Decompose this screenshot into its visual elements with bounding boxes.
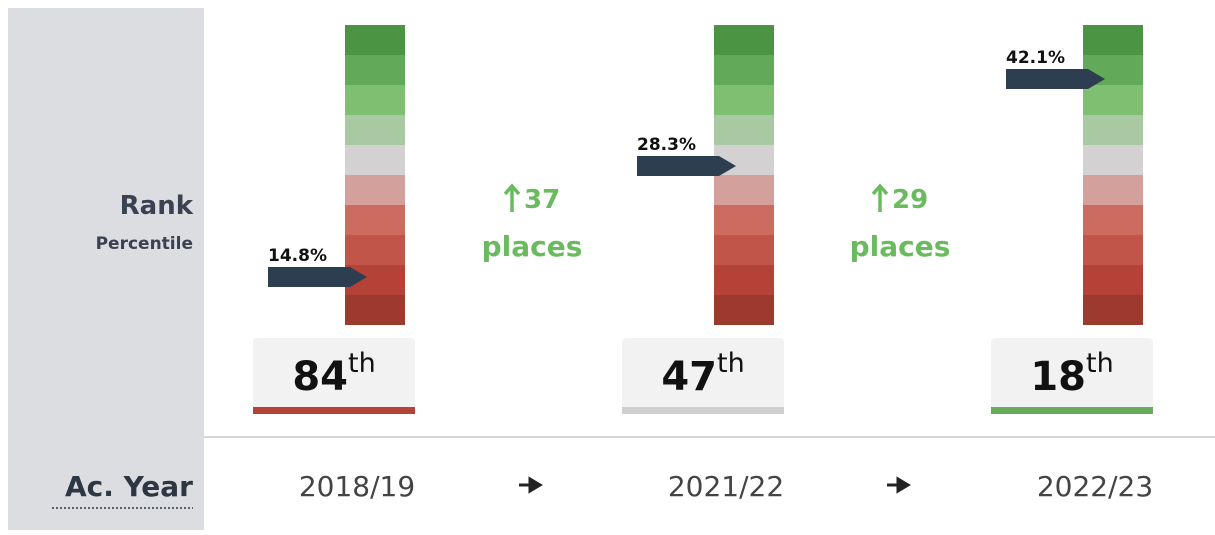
scale-segment: [345, 55, 405, 85]
change-unit: places: [482, 230, 583, 263]
year-arrow-icon: [887, 476, 911, 494]
scale-segment: [714, 265, 774, 295]
year-label: Ac. Year: [65, 470, 193, 503]
scale-segment: [1083, 25, 1143, 55]
percentile-marker: [1006, 69, 1105, 89]
scale-segment: [345, 25, 405, 55]
scale-segment: [714, 55, 774, 85]
rank-number: 47: [661, 354, 717, 400]
scale-segment: [345, 85, 405, 115]
rank-box: [622, 338, 784, 410]
percentile-label: Percentile: [96, 234, 193, 254]
percent-label: 28.3%: [637, 135, 696, 155]
change-value: 29: [892, 185, 928, 215]
rank-value: 18th: [1030, 348, 1113, 400]
scale-segment: [1083, 115, 1143, 145]
rank-value: 84th: [292, 348, 375, 400]
scale-segment: [345, 295, 405, 325]
percentile-marker: [637, 156, 736, 176]
scale-segment: [714, 235, 774, 265]
scale-segment: [1083, 295, 1143, 325]
scale-segment: [714, 175, 774, 205]
percentile-marker: [268, 267, 367, 287]
rank-underline: [622, 407, 784, 414]
scale-segment: [714, 25, 774, 55]
scale-segment: [714, 85, 774, 115]
rank-number: 84: [292, 354, 348, 400]
rank-suffix: th: [348, 348, 376, 379]
scale-segment: [1083, 145, 1143, 175]
scale-segment: [1083, 235, 1143, 265]
rank-underline: [253, 407, 415, 414]
scale-segment: [714, 295, 774, 325]
scale-segment: [345, 205, 405, 235]
change-unit: places: [850, 230, 951, 263]
scale-segment: [1083, 205, 1143, 235]
scale-segment: [345, 115, 405, 145]
scale-segment: [1083, 85, 1143, 115]
scale-segment: [345, 235, 405, 265]
scale-segment: [345, 145, 405, 175]
percent-label: 14.8%: [268, 246, 327, 266]
rank-value: 47th: [661, 348, 744, 400]
rank-number: 18: [1030, 354, 1086, 400]
scale-segment: [1083, 265, 1143, 295]
change-value: 37: [524, 185, 560, 215]
rank-underline: [991, 407, 1153, 414]
up-arrow-icon: [503, 183, 521, 212]
rank-label: Rank: [120, 191, 194, 221]
up-arrow-icon: [871, 183, 889, 212]
rank-box: [991, 338, 1153, 410]
year-value: 2022/23: [1037, 470, 1153, 503]
year-value: 2018/19: [299, 470, 415, 503]
rank-box: [253, 338, 415, 410]
scale-segment: [714, 115, 774, 145]
scale-segment: [345, 175, 405, 205]
label-column: [8, 8, 204, 530]
scale-segment: [1083, 175, 1143, 205]
year-value: 2021/22: [668, 470, 784, 503]
rank-suffix: th: [717, 348, 745, 379]
percent-label: 42.1%: [1006, 48, 1065, 68]
year-arrow-icon: [519, 476, 543, 494]
scale-segment: [714, 205, 774, 235]
rank-suffix: th: [1086, 348, 1114, 379]
